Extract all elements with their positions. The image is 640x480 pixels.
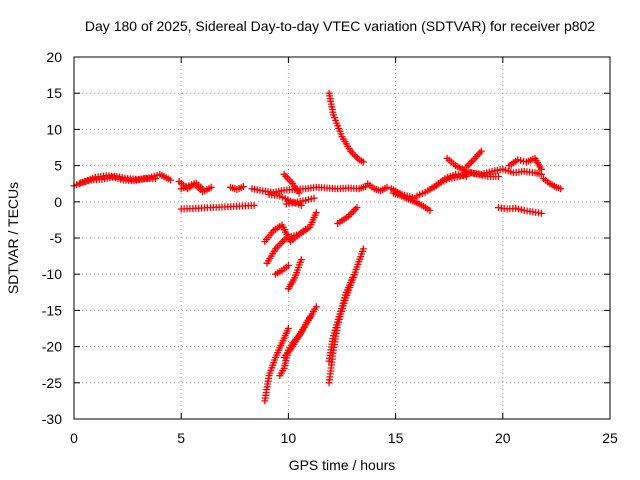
data-segment (263, 209, 320, 267)
data-points (261, 325, 292, 405)
data-segment (265, 191, 305, 209)
y-axis-label: SDTVAR / TECUs (5, 182, 21, 294)
data-points (284, 256, 305, 293)
x-tick-label: 0 (70, 430, 78, 446)
data-segment (325, 89, 367, 166)
data-points (505, 154, 545, 173)
data-points (272, 262, 292, 278)
chart-title: Day 180 of 2025, Sidereal Day-to-day VTE… (85, 18, 595, 34)
data-segment (387, 185, 419, 202)
data-points (364, 180, 391, 195)
data-segment (272, 262, 292, 278)
data-points (325, 274, 357, 365)
data-segment (443, 154, 502, 180)
data-points (462, 147, 485, 171)
y-tick-label: -20 (42, 339, 62, 355)
data-points (387, 185, 419, 202)
y-tick-label: -15 (42, 302, 62, 318)
x-tick-label: 5 (177, 430, 185, 446)
data-segment (495, 204, 545, 217)
data-segment (334, 204, 361, 227)
y-tick-label: -10 (42, 266, 62, 282)
axis-ticks: 0 5 10 15 20 25 -30 -25 -20 -15 -10 -5 0 5 10 15 20 (42, 49, 618, 446)
data-segment (261, 325, 292, 405)
y-tick-label: 0 (54, 194, 62, 210)
data-points (227, 183, 247, 193)
data-segment (413, 165, 545, 200)
data-segment (248, 183, 370, 196)
data-points (265, 191, 305, 209)
data-segment (284, 256, 305, 293)
data-segment (280, 314, 314, 361)
x-tick-label: 15 (388, 430, 404, 446)
data-points (280, 170, 303, 197)
data-segment (325, 245, 367, 387)
data-points (443, 154, 502, 180)
data-points (177, 201, 258, 213)
y-tick-label: -5 (50, 230, 63, 246)
data-segment (430, 170, 470, 191)
data-points (495, 204, 545, 217)
data-segment (282, 194, 318, 208)
y-tick-label: 15 (46, 85, 62, 101)
data-segment (76, 173, 159, 187)
y-tick-label: -25 (42, 375, 62, 391)
data-segment (505, 154, 545, 173)
data-points (540, 175, 565, 193)
data-points (177, 180, 207, 196)
data-points (325, 245, 367, 387)
data-points (280, 314, 314, 361)
data-points (248, 183, 370, 196)
data-segment (280, 170, 303, 197)
y-tick-label: 10 (46, 121, 62, 137)
x-axis-label: GPS time / hours (289, 457, 396, 473)
data-points (413, 165, 545, 200)
x-tick-label: 25 (602, 430, 618, 446)
data-points (76, 173, 159, 187)
data-points (282, 194, 318, 208)
data-series (70, 89, 565, 405)
data-segment (364, 180, 391, 195)
data-segment (462, 147, 485, 171)
data-segment (540, 175, 565, 193)
y-tick-label: 20 (46, 49, 62, 65)
data-segment (325, 274, 357, 365)
x-tick-label: 10 (281, 430, 297, 446)
y-tick-label: 5 (54, 158, 62, 174)
data-segment (177, 201, 258, 213)
data-segment (177, 180, 207, 196)
data-points (334, 204, 361, 227)
data-points (263, 209, 320, 267)
data-points (325, 89, 367, 166)
data-points (430, 170, 470, 191)
grid (74, 57, 610, 419)
data-segment (227, 183, 247, 193)
x-tick-label: 20 (495, 430, 511, 446)
y-tick-label: -30 (42, 411, 62, 427)
